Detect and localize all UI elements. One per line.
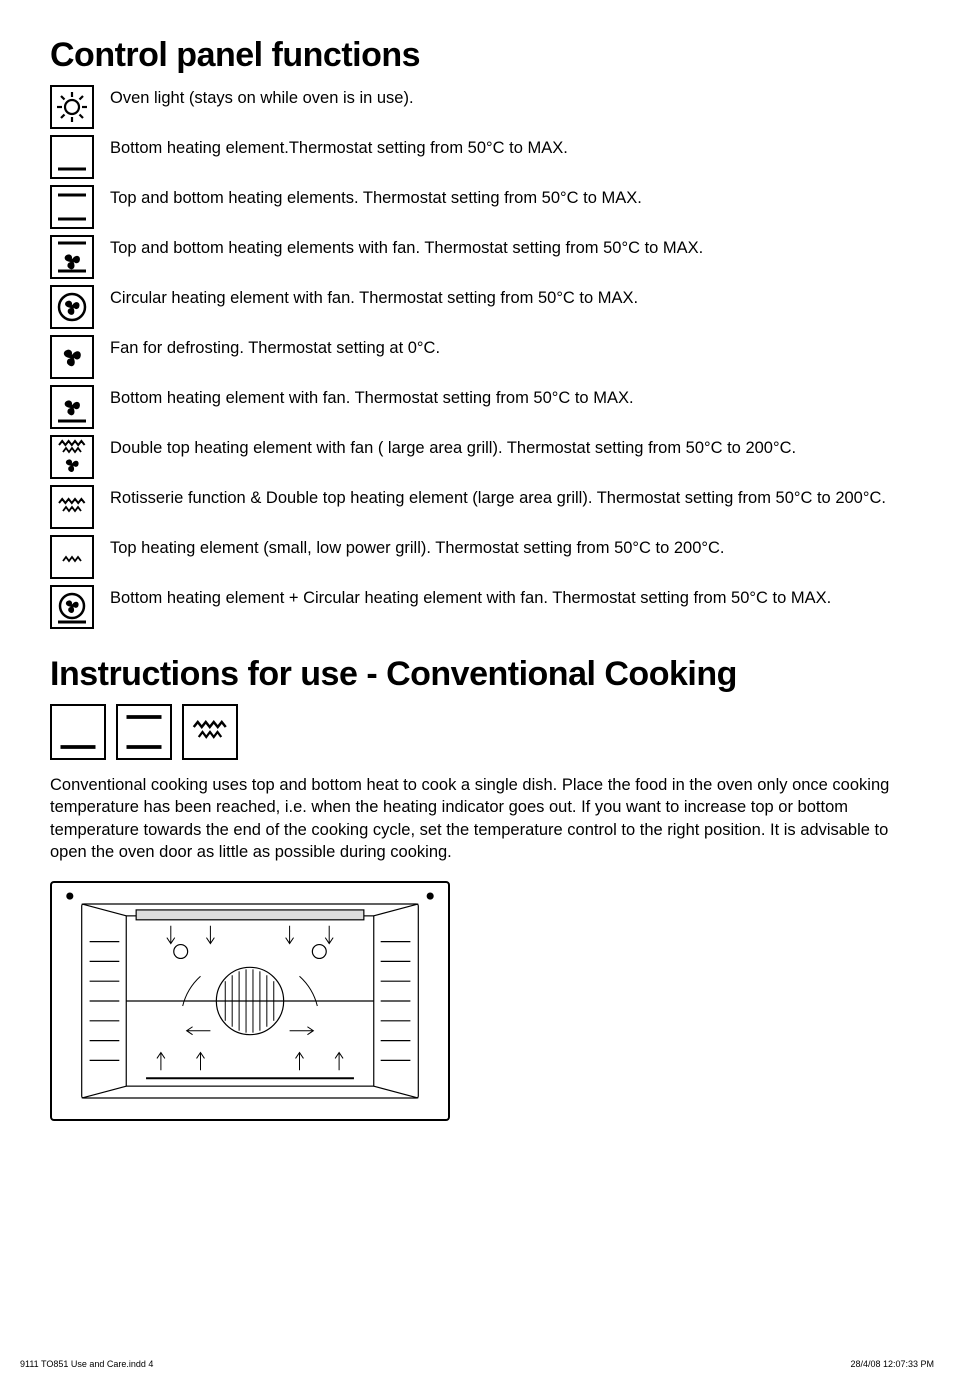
function-icon-cell <box>50 285 110 329</box>
function-row: Top heating element (small, low power gr… <box>50 535 904 579</box>
function-icon-cell <box>50 385 110 429</box>
function-row: Rotisserie function & Double top heating… <box>50 485 904 529</box>
function-row: Bottom heating element + Circular heatin… <box>50 585 904 629</box>
functions-list: Oven light (stays on while oven is in us… <box>50 85 904 629</box>
rotis-dbl-top-icon <box>182 704 238 760</box>
bottom-icon <box>50 135 94 179</box>
function-description: Bottom heating element with fan. Thermos… <box>110 385 904 409</box>
function-icon-cell <box>50 135 110 179</box>
function-row: Top and bottom heating elements with fan… <box>50 235 904 279</box>
function-description: Bottom heating element.Thermostat settin… <box>110 135 904 159</box>
function-row: Bottom heating element.Thermostat settin… <box>50 135 904 179</box>
top-bottom-icon <box>116 704 172 760</box>
section2-paragraph: Conventional cooking uses top and bottom… <box>50 774 904 863</box>
function-icon-cell <box>50 485 110 529</box>
section1-title: Control panel functions <box>50 36 904 75</box>
footer-left: 9111 TO851 Use and Care.indd 4 <box>20 1359 153 1369</box>
rotis-dbl-top-icon <box>50 485 94 529</box>
function-row: Top and bottom heating elements. Thermos… <box>50 185 904 229</box>
function-description: Top heating element (small, low power gr… <box>110 535 904 559</box>
function-row: Fan for defrosting. Thermostat setting a… <box>50 335 904 379</box>
function-description: Top and bottom heating elements with fan… <box>110 235 904 259</box>
function-icon-cell <box>50 585 110 629</box>
function-icon-cell <box>50 335 110 379</box>
top-small-icon <box>50 535 94 579</box>
bottom-circ-fan-icon <box>50 585 94 629</box>
light-icon <box>50 85 94 129</box>
function-icon-cell <box>50 85 110 129</box>
section2-title: Instructions for use - Conventional Cook… <box>50 655 904 694</box>
function-icon-cell <box>50 185 110 229</box>
function-icon-cell <box>50 435 110 479</box>
top-bottom-icon <box>50 185 94 229</box>
function-row: Double top heating element with fan ( la… <box>50 435 904 479</box>
function-row: Bottom heating element with fan. Thermos… <box>50 385 904 429</box>
function-description: Fan for defrosting. Thermostat setting a… <box>110 335 904 359</box>
footer-right: 28/4/08 12:07:33 PM <box>850 1359 934 1369</box>
function-icon-cell <box>50 235 110 279</box>
top-bottom-fan-icon <box>50 235 94 279</box>
function-description: Circular heating element with fan. Therm… <box>110 285 904 309</box>
oven-interior-figure <box>50 881 450 1121</box>
function-row: Oven light (stays on while oven is in us… <box>50 85 904 129</box>
function-description: Double top heating element with fan ( la… <box>110 435 904 459</box>
bottom-fan-icon <box>50 385 94 429</box>
section2-icons <box>50 704 904 760</box>
function-row: Circular heating element with fan. Therm… <box>50 285 904 329</box>
function-description: Oven light (stays on while oven is in us… <box>110 85 904 109</box>
page-footer: 9111 TO851 Use and Care.indd 4 28/4/08 1… <box>20 1359 934 1369</box>
dbl-top-fan-icon <box>50 435 94 479</box>
function-icon-cell <box>50 535 110 579</box>
fan-icon <box>50 335 94 379</box>
bottom-icon <box>50 704 106 760</box>
circ-fan-icon <box>50 285 94 329</box>
function-description: Rotisserie function & Double top heating… <box>110 485 904 509</box>
function-description: Bottom heating element + Circular heatin… <box>110 585 904 609</box>
function-description: Top and bottom heating elements. Thermos… <box>110 185 904 209</box>
